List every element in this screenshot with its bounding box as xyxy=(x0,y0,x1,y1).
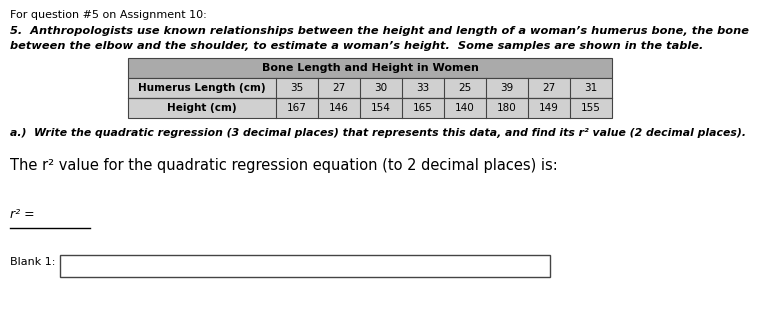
Text: Humerus Length (cm): Humerus Length (cm) xyxy=(138,83,266,93)
Text: Height (cm): Height (cm) xyxy=(167,103,237,113)
Text: The r² value for the quadratic regression equation (to 2 decimal places) is:: The r² value for the quadratic regressio… xyxy=(10,158,558,173)
Text: 39: 39 xyxy=(501,83,514,93)
Text: a.)  Write the quadratic regression (3 decimal places) that represents this data: a.) Write the quadratic regression (3 de… xyxy=(10,128,746,138)
Text: 31: 31 xyxy=(584,83,597,93)
Text: r² =: r² = xyxy=(10,208,34,221)
Text: Bone Length and Height in Women: Bone Length and Height in Women xyxy=(261,63,479,73)
Text: 33: 33 xyxy=(416,83,430,93)
Text: 30: 30 xyxy=(374,83,388,93)
Text: 27: 27 xyxy=(543,83,555,93)
Text: Blank 1:: Blank 1: xyxy=(10,257,56,267)
Text: 140: 140 xyxy=(455,103,475,113)
Text: 35: 35 xyxy=(290,83,303,93)
Text: 155: 155 xyxy=(581,103,601,113)
FancyBboxPatch shape xyxy=(60,255,550,277)
Text: 165: 165 xyxy=(413,103,433,113)
Text: between the elbow and the shoulder, to estimate a woman’s height.  Some samples : between the elbow and the shoulder, to e… xyxy=(10,41,703,51)
FancyBboxPatch shape xyxy=(128,98,612,118)
FancyBboxPatch shape xyxy=(128,58,612,78)
Text: For question #5 on Assignment 10:: For question #5 on Assignment 10: xyxy=(10,10,207,20)
Text: 180: 180 xyxy=(497,103,517,113)
Text: 146: 146 xyxy=(329,103,349,113)
Text: 25: 25 xyxy=(459,83,472,93)
FancyBboxPatch shape xyxy=(128,78,612,98)
Text: 154: 154 xyxy=(371,103,391,113)
Text: 5.  Anthropologists use known relationships between the height and length of a w: 5. Anthropologists use known relationshi… xyxy=(10,26,749,36)
Text: 149: 149 xyxy=(539,103,559,113)
Text: 167: 167 xyxy=(287,103,307,113)
Text: 27: 27 xyxy=(332,83,346,93)
